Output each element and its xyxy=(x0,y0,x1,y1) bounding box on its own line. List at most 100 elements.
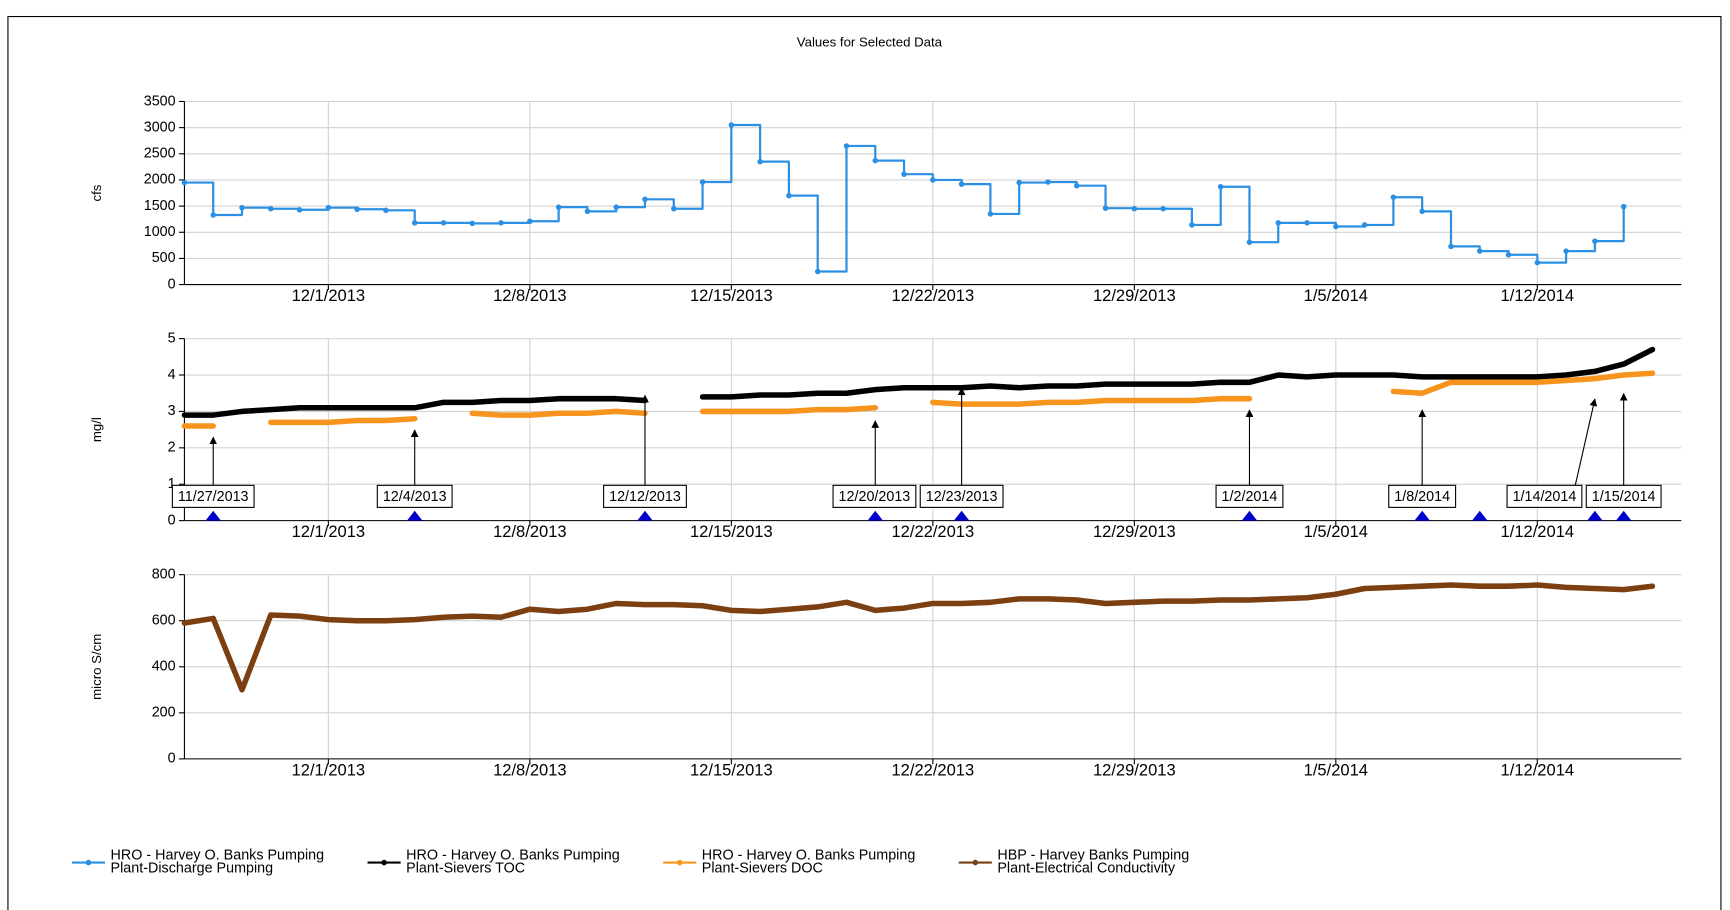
point-marker xyxy=(411,220,418,226)
event-marker xyxy=(867,510,883,521)
point-marker xyxy=(1246,239,1253,245)
event-marker xyxy=(1414,510,1430,521)
x-tick-label: 12/22/2013 xyxy=(891,760,974,779)
point-marker xyxy=(1361,222,1368,228)
point-marker xyxy=(1620,203,1627,210)
y-tick-label: 3500 xyxy=(144,93,176,109)
point-marker xyxy=(1390,194,1397,200)
legend-swatch-marker xyxy=(85,859,92,866)
y-tick-label: 200 xyxy=(152,705,176,721)
annotation-box xyxy=(832,484,917,508)
annotation-label: 11/27/2013 xyxy=(178,489,249,505)
point-marker xyxy=(268,205,274,212)
y-tick-label: 2 xyxy=(168,440,176,456)
y-tick-label: 800 xyxy=(152,566,176,582)
point-marker xyxy=(1419,208,1425,215)
annotation-label: 1/15/2014 xyxy=(1592,489,1656,505)
y-tick-label: 1 xyxy=(168,476,176,492)
point-marker xyxy=(1102,205,1109,211)
point-marker xyxy=(613,204,619,210)
point-marker xyxy=(786,192,792,199)
point-marker xyxy=(1131,205,1138,212)
x-tick-label: 12/15/2013 xyxy=(690,522,773,541)
point-marker xyxy=(498,220,504,226)
legend-label: HRO - Harvey O. Banks Pumping Plant-Disc… xyxy=(110,848,325,876)
point-marker xyxy=(1074,182,1080,189)
event-marker xyxy=(1615,510,1632,521)
series-line xyxy=(183,123,1625,273)
point-marker xyxy=(930,177,936,183)
x-tick-label: 12/8/2013 xyxy=(493,522,567,541)
point-marker xyxy=(1189,222,1195,228)
annotation-label: 1/8/2014 xyxy=(1394,489,1450,505)
point-marker xyxy=(210,212,216,218)
event-marker xyxy=(1241,510,1258,521)
point-marker xyxy=(440,220,447,226)
x-tick-label: 12/29/2013 xyxy=(1093,522,1176,541)
point-marker xyxy=(584,208,591,215)
y-axis-label: micro S/cm xyxy=(89,634,104,700)
point-marker xyxy=(872,157,879,164)
event-marker xyxy=(1472,510,1488,521)
annotation-label: 12/4/2013 xyxy=(383,489,447,505)
legend-swatch-marker xyxy=(381,859,387,866)
event-marker xyxy=(953,510,970,521)
point-marker xyxy=(555,204,562,210)
point-marker xyxy=(843,143,850,149)
point-marker xyxy=(1505,252,1512,258)
event-marker xyxy=(406,510,423,521)
annotation-label: 12/12/2013 xyxy=(609,489,681,505)
point-marker xyxy=(1304,220,1310,226)
series-line xyxy=(181,582,1656,693)
x-tick-label: 12/8/2013 xyxy=(493,760,567,779)
y-tick-label: 3000 xyxy=(144,119,176,135)
y-tick-label: 2000 xyxy=(144,172,176,188)
frame xyxy=(7,15,1722,910)
point-marker xyxy=(757,158,763,165)
y-tick-label: 2500 xyxy=(144,146,176,162)
point-marker xyxy=(1476,248,1483,254)
legend-label: HBP - Harvey Banks Pumping Plant-Electri… xyxy=(997,848,1190,876)
legend-item: HRO - Harvey O. Banks Pumping Plant-Siev… xyxy=(701,848,916,876)
y-tick-label: 600 xyxy=(152,613,176,629)
point-marker xyxy=(901,171,907,177)
legend-item: HBP - Harvey Banks Pumping Plant-Electri… xyxy=(997,848,1190,876)
point-marker xyxy=(671,205,677,212)
annotation-label: 1/14/2014 xyxy=(1513,489,1577,505)
point-marker xyxy=(325,204,332,211)
x-tick-label: 1/12/2014 xyxy=(1501,286,1575,305)
point-marker xyxy=(527,218,533,225)
x-tick-label: 1/12/2014 xyxy=(1501,522,1575,541)
x-tick-label: 1/5/2014 xyxy=(1304,522,1368,541)
x-tick-label: 12/1/2013 xyxy=(292,760,366,779)
x-tick-label: 12/15/2013 xyxy=(690,760,773,779)
point-marker xyxy=(181,179,188,186)
point-marker xyxy=(642,196,648,203)
event-marker xyxy=(637,510,653,521)
point-marker xyxy=(1563,248,1569,254)
chart-title: Values for Selected Data xyxy=(797,35,943,50)
point-marker xyxy=(1592,238,1598,244)
annotation-label: 12/20/2013 xyxy=(839,489,911,505)
y-tick-label: 1000 xyxy=(144,224,176,240)
legend-item: HRO - Harvey O. Banks Pumping Plant-Siev… xyxy=(406,848,620,874)
y-axis-label: mg/l xyxy=(89,417,104,442)
legend-label: HRO - Harvey O. Banks Pumping Plant-Siev… xyxy=(701,848,916,876)
series-line xyxy=(181,346,1656,418)
point-marker xyxy=(383,207,389,214)
point-marker xyxy=(1217,183,1224,190)
x-tick-label: 12/22/2013 xyxy=(891,522,974,541)
x-tick-label: 1/5/2014 xyxy=(1304,760,1368,779)
point-marker xyxy=(1448,243,1454,250)
point-marker xyxy=(1016,179,1022,186)
y-tick-label: 5 xyxy=(168,330,176,346)
point-marker xyxy=(814,268,821,275)
y-tick-label: 0 xyxy=(168,276,176,292)
point-marker xyxy=(1534,259,1541,266)
y-tick-label: 4 xyxy=(168,367,176,383)
legend-swatch-marker xyxy=(972,859,979,866)
x-tick-label: 12/1/2013 xyxy=(292,522,366,541)
y-tick-label: 400 xyxy=(152,659,176,675)
